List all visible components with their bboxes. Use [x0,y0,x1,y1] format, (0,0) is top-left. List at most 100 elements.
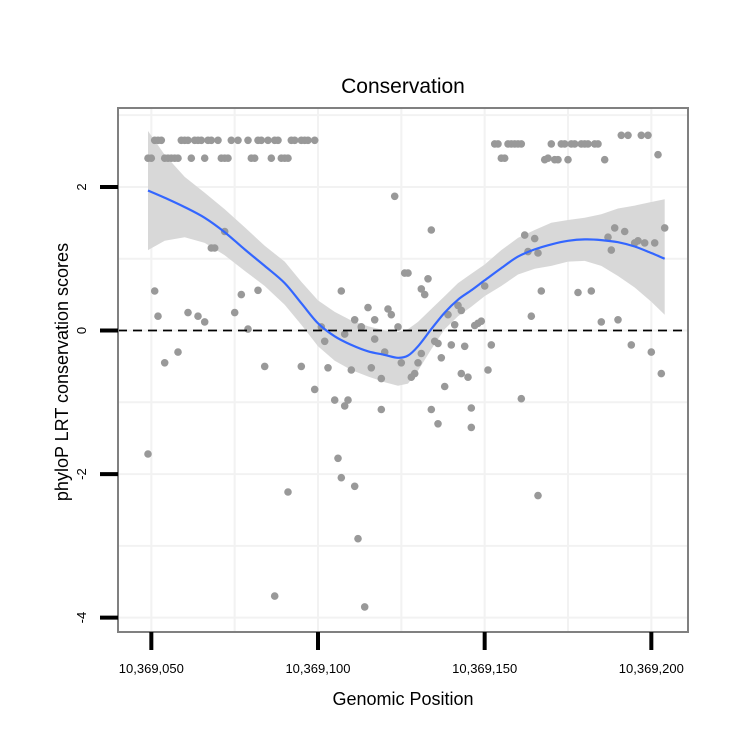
data-point [260,362,269,371]
data-point [620,227,629,236]
data-point [254,286,262,295]
data-point [607,246,616,254]
data-point [257,136,266,145]
data-point [340,402,349,410]
data-point [144,450,152,458]
smooth-line-layer [147,189,666,359]
data-point [384,305,392,313]
data-point [337,287,346,295]
data-point [584,140,592,148]
y-tick-label: -4 [74,612,89,624]
data-point [207,136,216,145]
data-point [404,269,412,277]
data-point [650,239,659,247]
data-point [637,131,646,140]
data-point [344,396,352,404]
data-point [464,373,472,382]
data-point [387,310,396,319]
data-point [197,136,206,145]
plot-frame-layer [117,107,689,633]
data-point [527,312,536,321]
data-point [657,369,666,378]
axis-ticks-layer [100,184,654,650]
data-point [660,224,669,232]
data-point [534,249,542,257]
chart-title: Conservation [341,75,465,98]
data-point [284,154,292,162]
data-point [640,239,649,247]
data-point [624,131,632,140]
data-point [414,359,422,367]
data-point [237,290,246,299]
data-point [644,131,652,140]
data-point [390,192,399,201]
x-tick-label: 10,369,200 [619,661,684,676]
data-point [337,473,346,482]
data-point [370,316,379,324]
data-point [210,244,219,252]
data-point [427,405,436,414]
data-point [184,136,192,145]
data-point [530,234,539,243]
data-point [397,359,406,367]
data-point [290,136,299,145]
data-point [534,491,542,500]
data-point [457,369,466,378]
x-tick-label: 10,369,150 [452,661,517,676]
data-point [547,140,556,148]
data-point [310,385,319,394]
confidence-band [148,131,665,386]
data-point [544,154,552,162]
data-point [587,287,596,295]
x-axis-title: Genomic Position [332,689,473,709]
data-point [174,348,182,356]
data-point [334,454,342,463]
data-point [330,396,339,404]
tick-labels-layer: 10,369,050 10,369,100 10,369,150 10,369,200… [74,183,684,676]
y-tick-label: 2 [74,183,89,190]
data-point [417,285,426,293]
data-point [560,140,569,148]
data-point [517,394,526,403]
data-point [194,312,202,321]
data-point [200,154,209,162]
data-point [487,341,496,349]
data-point [467,404,476,412]
y-axis-title: phyloP LRT conservation scores [52,243,72,501]
data-point [370,335,379,343]
data-point [500,154,509,162]
data-point [200,318,209,326]
data-point [614,316,622,324]
y-tick-label: 0 [74,327,89,334]
data-point [594,140,602,148]
data-point [367,364,376,372]
data-point [320,337,329,346]
data-point [187,154,196,162]
y-tick-label: -2 [74,468,89,480]
data-point [284,488,292,496]
data-point [427,226,436,234]
x-tick-label: 10,369,100 [285,661,350,676]
data-point [394,323,402,331]
data-point [450,321,459,329]
data-point [484,366,492,374]
data-point [440,382,449,391]
data-point [234,136,242,145]
data-point [270,592,279,600]
data-point [244,136,252,145]
data-point [647,348,656,356]
data-point [214,136,222,145]
data-point [437,354,446,362]
x-tick-label: 10,369,050 [119,661,184,676]
data-point [224,154,232,162]
data-point [154,312,162,321]
data-point [520,231,529,239]
data-point [460,342,469,351]
data-point [377,405,386,414]
data-point [444,310,452,319]
data-point [347,366,356,374]
data-point [324,364,332,372]
data-point [480,282,489,290]
data-point [597,318,606,326]
